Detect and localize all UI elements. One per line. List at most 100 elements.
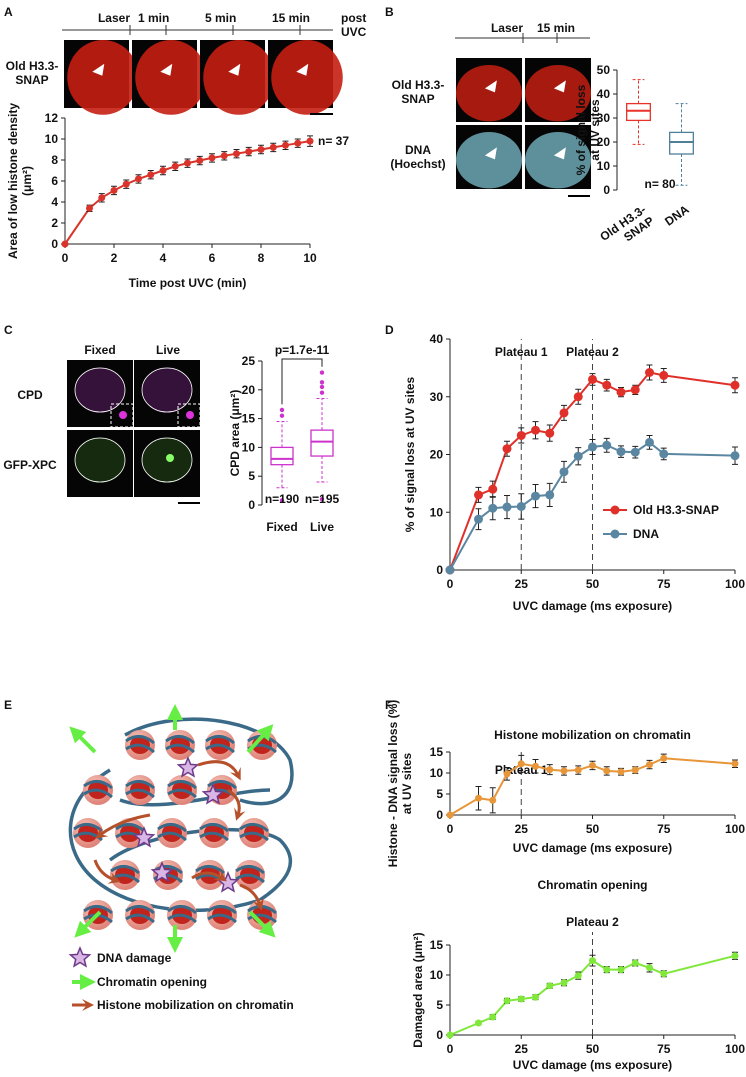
timeline-label: Laser [98,11,130,25]
panel-letter: F [385,698,392,712]
y-tick-label: 30 [597,111,611,125]
y-tick-label: 5 [436,998,443,1012]
nucleus [203,40,275,115]
y-axis-label: at UV sites [400,752,414,814]
point [545,428,555,438]
outline [74,367,126,413]
point [503,997,511,1005]
point [475,794,482,802]
timeline-label: Laser [491,21,523,35]
y-tick-label: 6 [51,174,58,188]
panel-letter: E [4,698,12,712]
dna-wrap [199,823,229,842]
box [669,131,694,155]
legend-label: Histone mobilization on chromatin [97,998,294,1012]
point [135,175,142,183]
timeline-label: 1 min [138,11,169,25]
nucleus [135,40,207,115]
point [61,240,69,248]
x-tick-label: 50 [586,577,600,591]
point [517,760,525,768]
point [560,767,568,775]
point [502,502,512,512]
point [122,180,130,188]
inset [110,403,134,428]
whisker [316,397,328,431]
dna-wrap [125,905,155,924]
arrowhead [553,80,566,93]
panel-letter: C [4,323,13,337]
y-tick-label: 4 [51,195,58,209]
point [646,761,653,769]
y-axis-label: Damaged area (μm²) [411,932,425,1047]
legend-label: Chromatin opening [97,975,207,989]
y-tick-label: 15 [430,938,444,952]
point [282,141,289,149]
damage-star [150,861,174,883]
x-tick-label: 25 [515,822,529,836]
damage-star [176,756,200,778]
box [310,429,334,457]
opening-arrow [69,726,97,754]
point [233,150,240,158]
legend-label: DNA damage [97,951,172,965]
y-tick-label: 12 [45,111,59,125]
reference-label: Plateau 1 [495,345,548,359]
y-axis-label: Area of low histone density [6,103,20,259]
whisker [675,154,688,186]
y-tick-label: 10 [430,968,444,982]
x-tick-label: 10 [303,251,317,265]
whisker [276,420,288,448]
point [196,157,204,165]
point [294,139,302,147]
point [730,451,740,461]
point [516,430,526,440]
x-tick-label: 25 [515,577,529,591]
point [86,204,93,212]
x-tick-label: 4 [160,251,167,265]
row-label: Old H3.3- [6,59,59,73]
timeline-label: 15 min [537,21,575,35]
point [616,447,626,457]
point [546,766,554,774]
row-label: SNAP [15,73,48,87]
point [269,143,277,151]
x-tick-label: 100 [725,822,745,836]
point [631,766,639,774]
point [517,995,525,1003]
x-axis-label: UVC damage (ms exposure) [513,1058,672,1072]
point [645,437,654,447]
arrowhead [553,147,566,160]
point [489,1013,497,1021]
dna-wrap [157,823,187,842]
category-label: Live [310,520,334,534]
y-tick-label: 10 [597,159,611,173]
dna-wrap [167,780,197,799]
y-tick-label: 0 [248,498,255,512]
timeline-label: 15 min [272,11,310,25]
y-tick-label: 20 [597,135,611,149]
chart-title: Chromatin opening [538,878,648,892]
x-tick-label: 0 [447,822,454,836]
n-label: n=190 [265,492,300,506]
point [602,440,612,450]
x-tick-label: 0 [447,577,454,591]
point [560,979,568,987]
legend-star [68,946,92,968]
y-tick-label: 0 [51,237,58,251]
y-axis-label: (μm²) [20,166,34,196]
dna-wrap [207,905,237,924]
column-label: Live [156,343,180,357]
whisker [276,464,288,489]
x-axis-label: UVC damage (ms exposure) [513,841,672,855]
panel-letter: D [385,323,394,337]
point [602,380,612,390]
y-tick-label: 10 [430,505,444,519]
x-tick-label: 25 [515,1042,529,1056]
nucleus [74,367,126,413]
arrowhead [160,63,173,76]
outlier [279,407,285,413]
y-tick-label: 0 [436,1028,443,1042]
point [603,966,611,974]
